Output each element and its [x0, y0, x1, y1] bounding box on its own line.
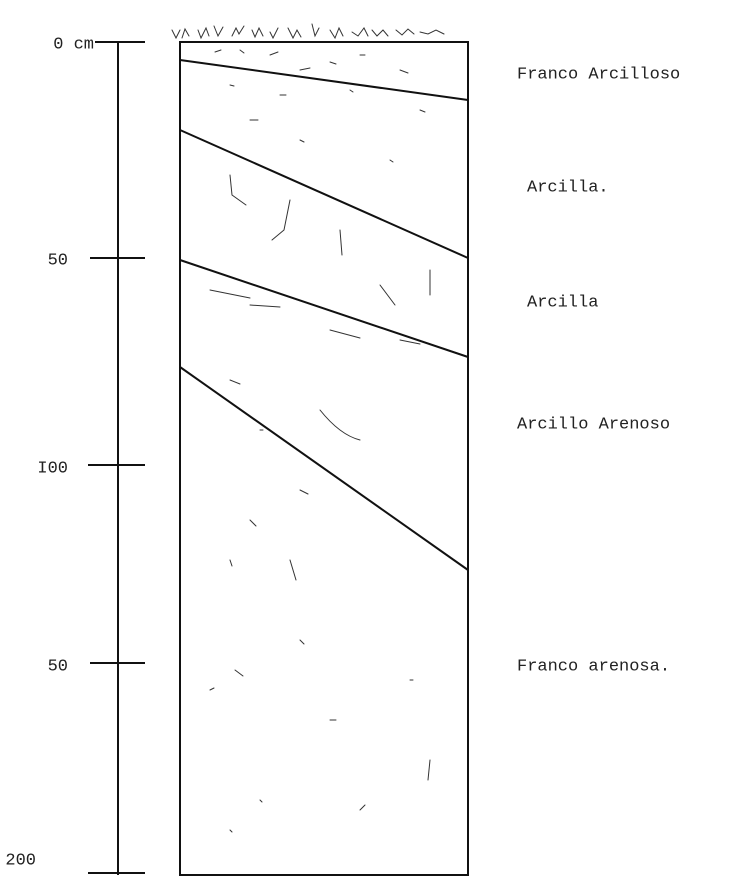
- texture: [210, 50, 430, 832]
- layer-label: Arcilla: [527, 293, 598, 312]
- layer-boundary: [180, 367, 468, 570]
- layer-label: Arcilla.: [527, 178, 609, 197]
- scale-label: 50: [48, 657, 68, 676]
- layer-boundary: [180, 260, 468, 357]
- column-outline: [180, 42, 468, 875]
- layer-boundary: [180, 130, 468, 258]
- soil-profile: 0 cm 50 I00 50 200 Franco Arcilloso Arci…: [0, 0, 754, 877]
- depth-scale: 0 cm 50 I00 50 200: [5, 35, 145, 875]
- layer-label: Franco arenosa.: [517, 657, 670, 676]
- scale-label: I00: [37, 459, 68, 478]
- layer-label: Franco Arcilloso: [517, 65, 680, 84]
- layer-boundary: [180, 60, 468, 100]
- vegetation: [172, 24, 444, 38]
- soil-column: [172, 24, 468, 875]
- scale-label: 200: [5, 851, 36, 870]
- scale-label: 50: [48, 251, 68, 270]
- scale-label: 0 cm: [53, 35, 94, 54]
- layer-label: Arcillo Arenoso: [517, 415, 670, 434]
